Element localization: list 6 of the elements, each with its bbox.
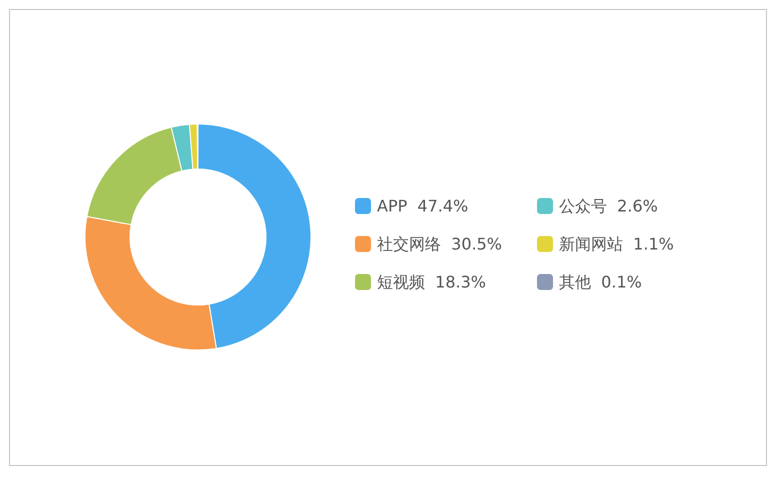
legend-label: 其他 0.1%	[559, 272, 642, 292]
legend-label: 社交网络 30.5%	[377, 234, 502, 254]
legend-label: 短视频 18.3%	[377, 272, 486, 292]
legend-label: 新闻网站 1.1%	[559, 234, 674, 254]
legend-label: APP 47.4%	[377, 196, 468, 216]
legend-label: 公众号 2.6%	[559, 196, 658, 216]
